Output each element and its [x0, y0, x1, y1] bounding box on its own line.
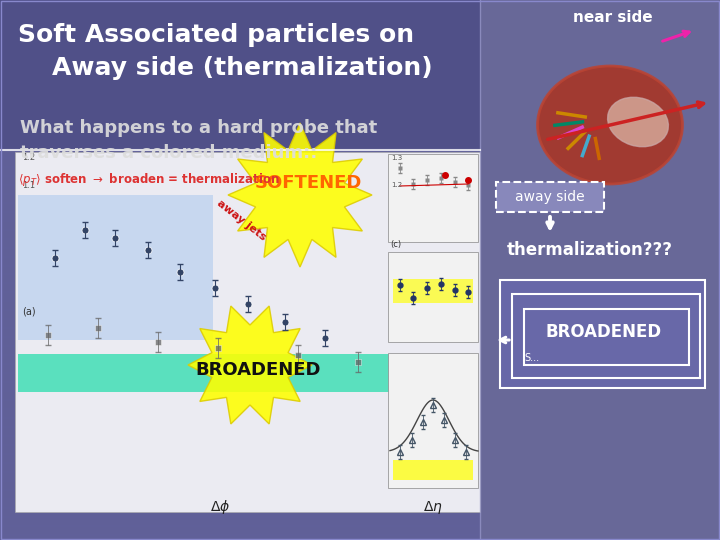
Text: Soft Associated particles on: Soft Associated particles on [18, 23, 414, 47]
Text: 1.1: 1.1 [22, 180, 35, 190]
Text: SOFTENED: SOFTENED [254, 174, 361, 192]
Bar [393, 460, 473, 480]
Text: 1.3: 1.3 [391, 155, 402, 161]
Bar [524, 309, 689, 365]
Polygon shape [228, 123, 372, 267]
Text: away side: away side [516, 190, 585, 204]
Bar [15, 152, 480, 512]
Text: thermalization???: thermalization??? [507, 241, 673, 259]
Text: BROADENED: BROADENED [195, 361, 320, 379]
Text: S...: S... [524, 353, 539, 363]
Bar [500, 280, 705, 388]
Bar [480, 0, 720, 540]
Polygon shape [188, 306, 312, 424]
Bar [393, 279, 473, 303]
Text: near side: near side [573, 10, 653, 25]
Bar [388, 154, 478, 242]
Text: BROADENED: BROADENED [546, 323, 662, 341]
Bar [18, 354, 403, 392]
Text: (a): (a) [22, 307, 35, 317]
Text: 1.2: 1.2 [22, 153, 35, 163]
Text: Away side (thermalization): Away side (thermalization) [52, 56, 433, 80]
Bar [388, 353, 478, 488]
Bar [388, 252, 478, 342]
Text: What happens to a hard probe that: What happens to a hard probe that [20, 119, 377, 137]
Text: away jets: away jets [215, 198, 268, 242]
Bar [18, 195, 213, 340]
Text: (c): (c) [390, 240, 401, 249]
Text: $\langle p_T\rangle$ soften $\rightarrow$ broaden = thermalization: $\langle p_T\rangle$ soften $\rightarrow… [18, 172, 280, 188]
Bar [512, 294, 700, 378]
Text: $\Delta\eta$: $\Delta\eta$ [423, 498, 443, 516]
Ellipse shape [538, 66, 683, 184]
Bar [496, 182, 604, 212]
Bar [0, 0, 480, 150]
Text: 1.2: 1.2 [391, 182, 402, 188]
Ellipse shape [608, 97, 668, 147]
Text: traverses a colored medium::: traverses a colored medium:: [20, 144, 318, 162]
Text: $\Delta\phi$: $\Delta\phi$ [210, 498, 230, 516]
